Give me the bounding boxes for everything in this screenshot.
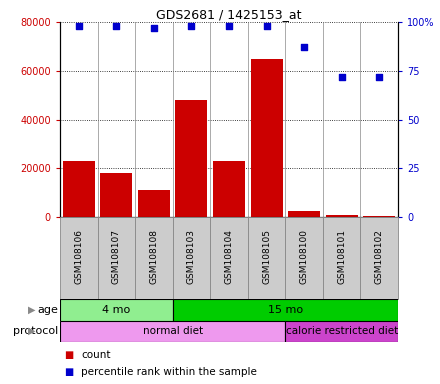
Bar [135, 217, 172, 299]
Bar [248, 217, 285, 299]
Text: ▶: ▶ [28, 326, 35, 336]
Text: GSM108107: GSM108107 [112, 229, 121, 284]
Text: protocol: protocol [13, 326, 58, 336]
Bar [138, 190, 170, 217]
Text: count: count [81, 350, 110, 360]
Bar [323, 217, 360, 299]
Text: normal diet: normal diet [143, 326, 203, 336]
Bar [63, 161, 95, 217]
Point [263, 23, 270, 29]
Point [301, 44, 308, 50]
Text: ■: ■ [64, 367, 73, 377]
Point [338, 73, 345, 79]
Text: GSM108106: GSM108106 [74, 229, 83, 284]
Text: calorie restricted diet: calorie restricted diet [286, 326, 398, 336]
Point [188, 23, 195, 29]
Point [376, 73, 383, 79]
Text: GSM108101: GSM108101 [337, 229, 346, 284]
Bar [98, 217, 135, 299]
Bar [288, 211, 320, 217]
Bar [60, 217, 98, 299]
Text: GSM108105: GSM108105 [262, 229, 271, 284]
Text: ■: ■ [64, 350, 73, 360]
Bar [172, 299, 398, 321]
Point [225, 23, 232, 29]
Text: ▶: ▶ [28, 305, 35, 315]
Text: percentile rank within the sample: percentile rank within the sample [81, 367, 257, 377]
Bar [60, 321, 285, 342]
Point [113, 23, 120, 29]
Text: GSM108108: GSM108108 [150, 229, 158, 284]
Point [150, 25, 158, 31]
Bar [176, 100, 207, 217]
Bar [363, 216, 395, 217]
Text: 4 mo: 4 mo [102, 305, 130, 315]
Text: GSM108104: GSM108104 [224, 229, 234, 284]
Bar [285, 321, 398, 342]
Title: GDS2681 / 1425153_at: GDS2681 / 1425153_at [156, 8, 302, 21]
Bar [326, 215, 358, 217]
Bar [285, 217, 323, 299]
Text: 15 mo: 15 mo [268, 305, 303, 315]
Bar [251, 59, 282, 217]
Bar [60, 299, 172, 321]
Bar [172, 217, 210, 299]
Bar [210, 217, 248, 299]
Bar [213, 161, 245, 217]
Bar [360, 217, 398, 299]
Text: age: age [37, 305, 58, 315]
Text: GSM108102: GSM108102 [375, 229, 384, 284]
Text: GSM108103: GSM108103 [187, 229, 196, 284]
Point [75, 23, 82, 29]
Text: GSM108100: GSM108100 [300, 229, 308, 284]
Bar [100, 173, 132, 217]
